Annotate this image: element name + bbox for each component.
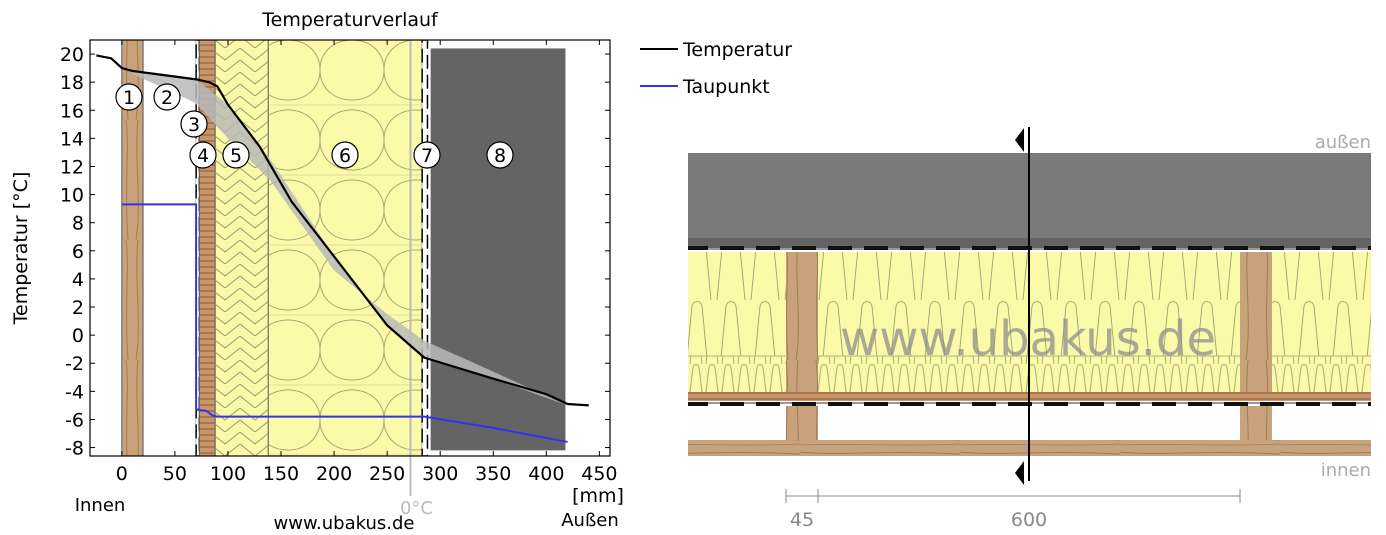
wall-layers bbox=[121, 40, 566, 456]
y-tick-label: 20 bbox=[60, 44, 84, 66]
legend-label-taupunkt: Taupunkt bbox=[682, 76, 770, 98]
y-tick-label: -6 bbox=[65, 409, 84, 431]
y-tick-label: 16 bbox=[60, 100, 84, 122]
layer-number-6: 6 bbox=[339, 145, 351, 167]
y-tick-label: 14 bbox=[60, 128, 84, 150]
dimension-line bbox=[785, 489, 1241, 503]
x-tick-label: 400 bbox=[528, 463, 564, 485]
y-tick-label: 8 bbox=[72, 213, 84, 235]
legend-label-temperatur: Temperatur bbox=[682, 39, 792, 61]
layer-number-3: 3 bbox=[188, 114, 200, 136]
x-tick-label: 0 bbox=[116, 463, 128, 485]
plot-frame bbox=[89, 39, 611, 457]
layer-number-circle-1 bbox=[115, 83, 143, 111]
inside-label: Innen bbox=[75, 495, 126, 516]
layer-6-insulation-pattern bbox=[268, 40, 423, 456]
y-tick-label: -4 bbox=[65, 381, 84, 403]
series-line-temperatur bbox=[96, 54, 589, 407]
zero-degree-label: 0°C bbox=[400, 498, 433, 519]
y-tick-label: -8 bbox=[65, 438, 84, 460]
y-tick-label: 6 bbox=[72, 241, 84, 263]
layer-7-membrane bbox=[421, 40, 429, 456]
layer-number-8: 8 bbox=[494, 145, 506, 167]
y-tick-label: 0 bbox=[72, 325, 84, 347]
layer-1-wood-grain bbox=[121, 40, 144, 456]
x-tick-label: 250 bbox=[369, 463, 405, 485]
chart-watermark: www.ubakus.de bbox=[274, 513, 415, 531]
x-tick-label: 200 bbox=[316, 463, 352, 485]
y-tick-label: -2 bbox=[65, 353, 84, 375]
y-tick-label: 2 bbox=[72, 297, 84, 319]
y-axis-label: Temperatur [°C] bbox=[10, 172, 32, 326]
cross-section-drawing: außen innen bbox=[688, 127, 1371, 531]
inside-side-label: innen bbox=[1321, 460, 1371, 481]
batten-right-grain bbox=[1240, 406, 1272, 440]
x-tick-label: 350 bbox=[475, 463, 511, 485]
x-tick-label: 300 bbox=[422, 463, 458, 485]
layer-number-circle-5 bbox=[222, 141, 250, 169]
layer-number-circle-8 bbox=[486, 141, 514, 169]
y-tick-label: 4 bbox=[72, 269, 84, 291]
x-tick-label: 50 bbox=[163, 463, 187, 485]
batten-left-grain bbox=[786, 406, 818, 440]
section-arrow-top bbox=[1015, 128, 1024, 152]
x-tick-label: 100 bbox=[210, 463, 246, 485]
layer-number-circle-2 bbox=[153, 83, 181, 111]
chart-series bbox=[96, 54, 589, 443]
x-axis-unit-label: [mm] bbox=[572, 485, 624, 507]
layer-number-1: 1 bbox=[123, 87, 135, 109]
y-tick-label: 12 bbox=[60, 156, 84, 178]
section-watermark: www.ubakus.de bbox=[840, 311, 1216, 367]
layer-number-circle-4 bbox=[189, 141, 217, 169]
chart-title: Temperaturverlauf bbox=[261, 9, 439, 31]
layer-number-2: 2 bbox=[161, 87, 173, 109]
layer-number-7: 7 bbox=[421, 145, 433, 167]
dimension-spacing: 600 bbox=[1011, 509, 1047, 531]
x-tick-label: 450 bbox=[581, 463, 617, 485]
x-axis-ticks: 0 50 100 150 200 250 300 350 400 450 bbox=[116, 40, 618, 485]
layer-number-4: 4 bbox=[197, 145, 209, 167]
layer-number-circle-7 bbox=[413, 141, 441, 169]
x-tick-label: 150 bbox=[263, 463, 299, 485]
rafter-left-grain bbox=[786, 252, 818, 392]
layer-8-cladding bbox=[430, 48, 566, 451]
chart-legend: Temperatur Taupunkt bbox=[640, 39, 792, 98]
outside-side-label: außen bbox=[1315, 132, 1371, 153]
dimension-rafter-width: 45 bbox=[790, 509, 814, 531]
rafter-right-grain bbox=[1240, 252, 1272, 392]
y-tick-label: 10 bbox=[60, 185, 84, 207]
series-line-taupunkt bbox=[121, 203, 568, 443]
layer-numbers: 1 234 5 6 7 8 bbox=[115, 83, 514, 169]
layer-number-circle-6 bbox=[331, 141, 359, 169]
zero-degree-marker: 0°C bbox=[400, 40, 433, 519]
section-arrow-bottom bbox=[1015, 461, 1024, 485]
temperature-chart: Temperaturverlauf 0°C 1 234 5 6 7 8 201816141… bbox=[10, 9, 624, 534]
layer-number-5: 5 bbox=[230, 145, 242, 167]
y-tick-label: 18 bbox=[60, 72, 84, 94]
layer-number-circle-3 bbox=[180, 110, 208, 138]
outside-label: Außen bbox=[561, 510, 619, 531]
